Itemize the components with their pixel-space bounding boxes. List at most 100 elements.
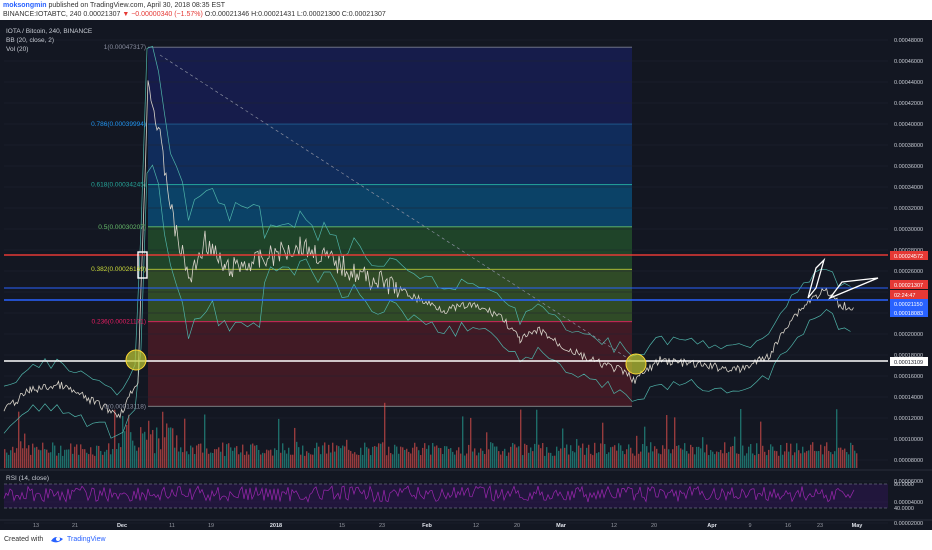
volume-bar	[594, 442, 596, 468]
tradingview-brand: TradingView	[67, 535, 106, 543]
volume-bar	[778, 455, 780, 468]
footer: Created with TradingView	[0, 530, 932, 550]
volume-bar	[716, 451, 718, 468]
fib-label: 0.236(0.00021171)	[92, 319, 146, 326]
fib-labels: 1(0.00047317) 0.786(0.00039994) 0.618(0.00…	[91, 44, 146, 410]
volume-bar	[522, 455, 524, 468]
bb-legend[interactable]: BB (20, close, 2)	[6, 37, 55, 44]
volume-bar	[740, 409, 742, 468]
volume-bar	[322, 445, 324, 468]
time-tick: 23	[379, 523, 385, 529]
volume-bar	[424, 443, 426, 468]
volume-bar	[490, 442, 492, 468]
volume-bar	[492, 443, 494, 468]
volume-bar	[526, 444, 528, 468]
volume-bar	[714, 454, 716, 468]
volume-bar	[556, 446, 558, 468]
volume-bar	[274, 448, 276, 468]
author-link[interactable]: moksongmin	[3, 2, 47, 9]
volume-bar	[88, 454, 90, 468]
volume-bar	[568, 454, 570, 468]
volume-bar	[242, 444, 244, 468]
volume-bar	[168, 427, 170, 468]
volume-bar	[578, 445, 580, 468]
annotations	[4, 54, 888, 375]
volume-bar	[306, 451, 308, 468]
volume-bar	[342, 445, 344, 468]
fib-label: 0.5(0.00030207)	[98, 224, 146, 231]
tradingview-logo[interactable]: TradingView	[50, 534, 106, 544]
volume-bar	[390, 453, 392, 468]
volume-bar	[670, 453, 672, 468]
volume-bar	[436, 445, 438, 468]
volume-bar	[38, 449, 40, 468]
rsi-tick: 80.0000	[894, 482, 914, 488]
volume-bar	[206, 448, 208, 468]
volume-bar	[760, 421, 762, 468]
volume-bar	[770, 444, 772, 468]
volume-bar	[102, 454, 104, 468]
volume-bar	[656, 448, 658, 468]
volume-bar	[440, 448, 442, 468]
volume-bar	[404, 449, 406, 468]
volume-bar	[648, 452, 650, 468]
volume-bar	[502, 451, 504, 468]
fib-label: 0.382(0.00026169)	[91, 266, 146, 273]
volume-bar	[212, 452, 214, 468]
volume-bar	[84, 449, 86, 468]
volume-bar	[686, 451, 688, 468]
volume-bar	[22, 448, 24, 468]
fib-zone	[148, 184, 632, 227]
volume-bar	[472, 451, 474, 468]
time-tick: May	[852, 523, 864, 529]
volume-bar	[726, 453, 728, 468]
highlight-box	[137, 251, 148, 279]
volume-bar	[530, 447, 532, 468]
volume-bar	[20, 441, 22, 468]
volume-bar	[42, 442, 44, 468]
volume-bar	[496, 446, 498, 468]
volume-bar	[28, 445, 30, 468]
volume-bar	[316, 442, 318, 468]
volume-bar	[718, 452, 720, 468]
volume-bar	[406, 448, 408, 468]
volume-bar	[128, 414, 130, 468]
volume-bar	[32, 443, 34, 468]
volume-bar	[240, 452, 242, 468]
volume-bar	[542, 443, 544, 468]
volume-bar	[140, 427, 142, 468]
symbol-line: BINANCE:IOTABTC, 240 0.00021307	[3, 11, 121, 18]
rsi-legend[interactable]: RSI (14, close)	[6, 475, 49, 482]
volume-bar	[692, 447, 694, 468]
volume-bar	[484, 454, 486, 468]
vol-legend[interactable]: Vol (20)	[6, 46, 29, 53]
volume-bar	[776, 451, 778, 468]
volume-bar	[328, 444, 330, 468]
volume-bar	[636, 435, 638, 468]
price-tick: 0.00042000	[894, 101, 923, 107]
volume-bar	[146, 439, 148, 468]
volume-bar	[188, 454, 190, 468]
chart-area[interactable]: 1(0.00047317) 0.786(0.00039994) 0.618(0.00…	[0, 20, 932, 530]
volume-bar	[498, 451, 500, 468]
volume-bar	[260, 454, 262, 468]
volume-bar	[724, 442, 726, 468]
volume-bar	[828, 450, 830, 468]
volume-bar	[762, 445, 764, 468]
volume-bar	[700, 448, 702, 468]
volume-bar	[452, 451, 454, 468]
rsi-pane: 80.0000 40.0000	[0, 469, 932, 512]
volume-bar	[766, 455, 768, 468]
volume-bar	[384, 402, 386, 468]
volume-bar	[752, 453, 754, 468]
volume-bar	[638, 453, 640, 468]
price-tick: 0.00008000	[894, 458, 923, 464]
volume-bar	[852, 445, 854, 468]
volume-bar	[450, 448, 452, 468]
volume-bar	[550, 452, 552, 468]
price-chart[interactable]: 1(0.00047317) 0.786(0.00039994) 0.618(0.00…	[0, 20, 932, 530]
volume-bar	[178, 451, 180, 468]
volume-bar	[680, 448, 682, 468]
time-tick: Feb	[422, 523, 432, 529]
volume-bar	[610, 447, 612, 468]
